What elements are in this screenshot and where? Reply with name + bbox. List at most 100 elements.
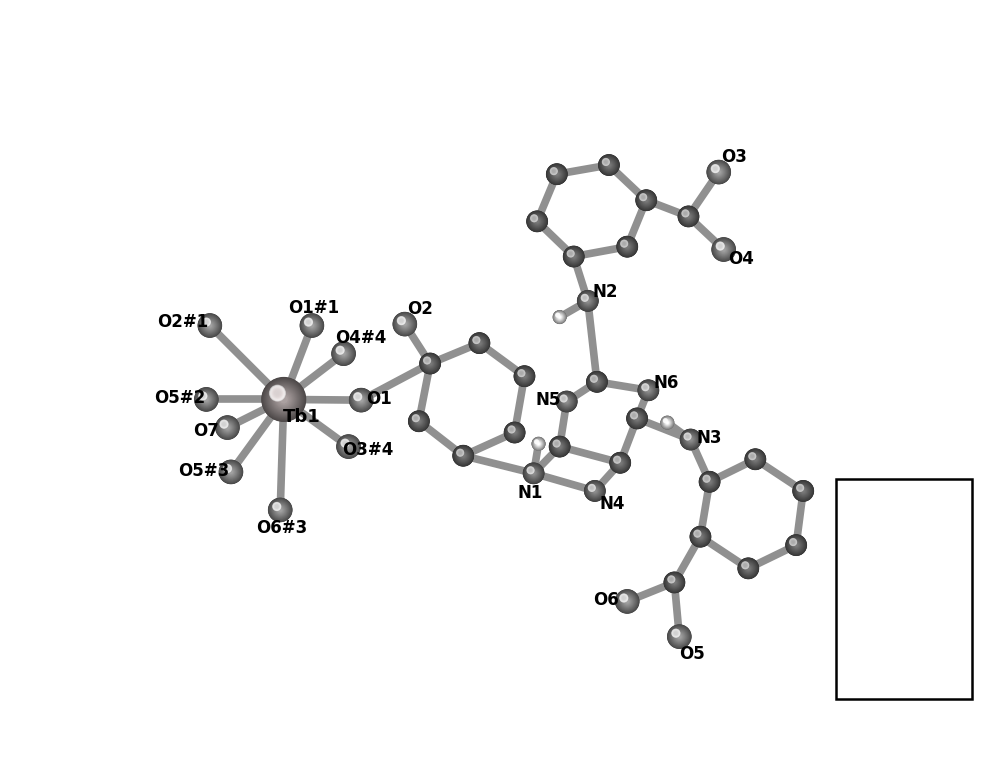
Circle shape (560, 395, 574, 409)
Circle shape (202, 318, 218, 333)
Circle shape (515, 367, 534, 385)
Circle shape (610, 453, 630, 472)
Circle shape (412, 414, 420, 423)
Circle shape (703, 476, 710, 482)
Circle shape (546, 164, 567, 184)
Circle shape (578, 291, 598, 311)
Circle shape (739, 559, 757, 577)
Circle shape (587, 483, 603, 499)
Circle shape (800, 487, 807, 494)
Circle shape (621, 240, 634, 253)
Circle shape (269, 499, 291, 521)
Circle shape (664, 420, 670, 426)
Circle shape (646, 388, 651, 393)
Circle shape (424, 357, 430, 364)
Circle shape (555, 312, 565, 322)
Circle shape (695, 531, 706, 542)
Circle shape (708, 161, 730, 183)
Circle shape (505, 423, 524, 442)
Circle shape (420, 353, 441, 374)
Circle shape (792, 480, 814, 502)
Circle shape (796, 484, 804, 492)
Circle shape (671, 628, 688, 646)
Circle shape (747, 451, 763, 467)
Circle shape (409, 412, 429, 431)
Circle shape (661, 416, 673, 429)
Text: O6: O6 (593, 591, 619, 609)
Circle shape (584, 480, 606, 502)
Circle shape (792, 541, 800, 549)
Circle shape (665, 420, 670, 425)
Circle shape (344, 442, 353, 451)
Circle shape (788, 537, 804, 553)
Circle shape (661, 416, 674, 430)
Circle shape (795, 483, 811, 499)
Circle shape (410, 413, 427, 430)
Circle shape (602, 159, 610, 166)
Circle shape (600, 155, 618, 174)
Circle shape (741, 561, 749, 570)
Circle shape (201, 316, 219, 335)
Circle shape (667, 576, 675, 584)
Circle shape (341, 439, 349, 447)
Circle shape (673, 630, 686, 643)
Circle shape (423, 357, 431, 364)
Circle shape (685, 434, 696, 444)
Circle shape (706, 478, 714, 486)
Circle shape (204, 320, 215, 331)
Circle shape (590, 375, 597, 382)
Circle shape (535, 441, 542, 447)
Circle shape (694, 531, 707, 543)
Circle shape (454, 447, 472, 465)
Circle shape (334, 343, 354, 364)
Circle shape (532, 437, 545, 451)
Circle shape (549, 166, 565, 183)
Circle shape (511, 429, 519, 437)
Circle shape (200, 394, 205, 399)
Circle shape (475, 338, 478, 342)
Circle shape (591, 375, 597, 382)
Circle shape (718, 244, 723, 249)
Circle shape (223, 465, 232, 472)
Circle shape (862, 578, 878, 607)
Circle shape (508, 426, 516, 434)
Circle shape (197, 389, 216, 409)
Circle shape (200, 393, 213, 406)
Circle shape (420, 354, 440, 373)
Circle shape (337, 347, 343, 354)
Circle shape (663, 419, 667, 423)
Circle shape (664, 573, 684, 592)
Circle shape (526, 465, 541, 481)
Circle shape (616, 235, 638, 258)
Circle shape (867, 624, 873, 634)
Circle shape (698, 535, 702, 538)
Circle shape (620, 594, 634, 608)
Circle shape (550, 437, 570, 457)
Circle shape (581, 294, 589, 302)
Circle shape (640, 194, 646, 200)
Circle shape (610, 452, 631, 473)
Circle shape (343, 441, 354, 451)
Circle shape (684, 433, 697, 446)
Circle shape (710, 163, 728, 181)
Circle shape (621, 595, 633, 608)
Circle shape (555, 312, 564, 322)
Circle shape (707, 479, 712, 485)
Circle shape (748, 452, 756, 460)
Circle shape (668, 625, 691, 648)
Circle shape (477, 340, 482, 346)
Circle shape (641, 383, 656, 398)
Circle shape (716, 242, 725, 250)
Circle shape (605, 161, 613, 169)
Circle shape (508, 426, 522, 440)
Circle shape (621, 241, 633, 253)
Circle shape (549, 166, 565, 182)
Circle shape (306, 320, 311, 324)
Circle shape (643, 197, 649, 203)
Circle shape (786, 535, 806, 555)
Circle shape (590, 375, 604, 388)
Circle shape (278, 507, 282, 512)
Circle shape (589, 374, 605, 390)
Circle shape (300, 314, 323, 337)
Circle shape (684, 433, 691, 440)
